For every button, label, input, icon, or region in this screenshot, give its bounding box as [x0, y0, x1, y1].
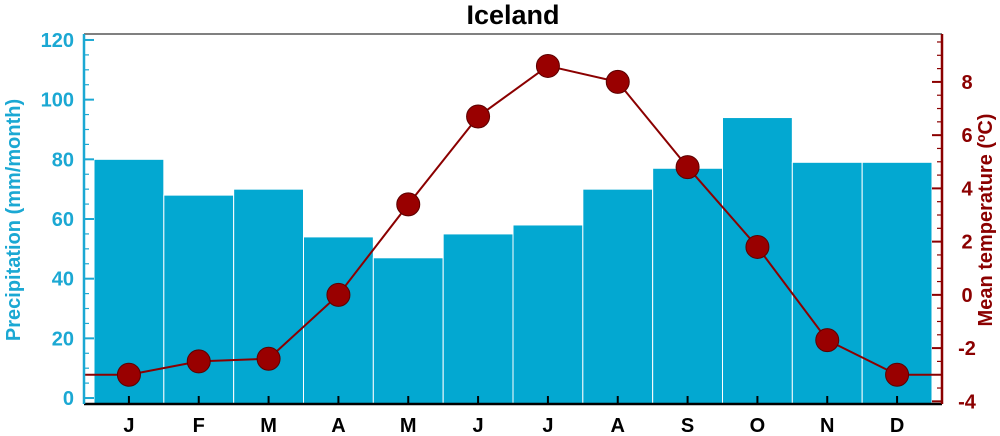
left-tick-label: 20: [52, 328, 74, 350]
precip-bar-3: [233, 188, 304, 405]
left-tick-label: 60: [52, 209, 74, 231]
x-tick-label: D: [890, 415, 904, 436]
temperature-point-10: [745, 234, 770, 259]
x-tick-label: S: [681, 415, 694, 436]
x-tick-label: J: [123, 415, 134, 436]
x-tick-label: M: [260, 415, 277, 436]
temperature-point-1: [116, 362, 141, 387]
right-axis-label: Mean temperature (ºC): [975, 114, 997, 327]
left-tick-label: 40: [52, 269, 74, 291]
x-tick-label: A: [611, 415, 625, 436]
right-tick-label: 8: [961, 72, 972, 94]
precip-bar-9: [652, 167, 723, 405]
right-axis: -4 -2 0 2 4 6 8: [932, 34, 977, 413]
temperature-point-9: [675, 155, 700, 180]
right-tick-label: -2: [958, 338, 976, 360]
line-layer: [84, 53, 942, 387]
x-tick-label: J: [473, 415, 484, 436]
left-axis: 0 20 40 60 80 100 120: [41, 30, 94, 410]
left-tick-label: 100: [41, 90, 74, 112]
precip-bar-11: [791, 161, 863, 405]
chart-title: Iceland: [466, 0, 559, 30]
left-tick-label: 0: [63, 388, 74, 410]
temperature-point-5: [396, 192, 421, 217]
precip-bar-10: [722, 117, 793, 405]
x-tick-label: N: [820, 415, 834, 436]
temperature-point-2: [186, 349, 211, 374]
left-axis-label: Precipitation (mm/month): [3, 99, 25, 341]
x-tick-label: O: [750, 415, 766, 436]
precip-bar-8: [582, 188, 654, 405]
plot-frame: [84, 33, 942, 406]
right-tick-label: -4: [958, 391, 977, 413]
precip-bar-5: [372, 257, 444, 405]
x-tick-label: A: [331, 415, 345, 436]
precip-bar-6: [442, 233, 514, 405]
x-tick-label: F: [193, 415, 205, 436]
right-tick-label: 6: [961, 125, 972, 147]
temperature-point-11: [815, 328, 840, 353]
right-tick-label: 0: [961, 285, 972, 307]
precip-bar-7: [512, 224, 584, 405]
temperature-point-8: [605, 69, 630, 94]
left-tick-label: 120: [41, 30, 74, 52]
temperature-point-3: [256, 346, 281, 371]
x-tick-label: J: [542, 415, 553, 436]
left-tick-label: 80: [52, 149, 74, 171]
temperature-point-6: [466, 104, 491, 129]
temperature-point-4: [326, 282, 351, 307]
temperature-point-7: [535, 53, 560, 78]
bars-layer: [93, 117, 933, 405]
x-tick-label: M: [400, 415, 417, 436]
temperature-point-12: [885, 362, 910, 387]
right-tick-label: 2: [961, 232, 972, 254]
right-tick-label: 4: [961, 178, 973, 200]
